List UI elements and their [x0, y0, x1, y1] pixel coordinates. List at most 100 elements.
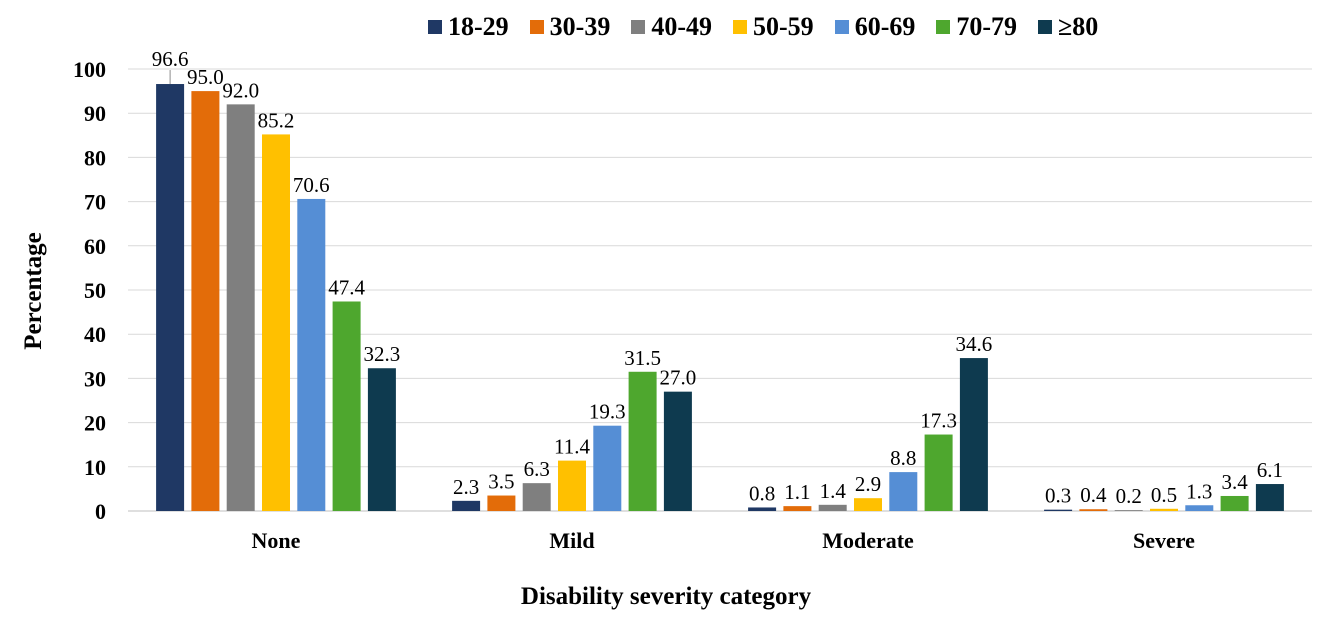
legend-swatch [834, 20, 849, 34]
data-label: 6.3 [524, 457, 550, 481]
data-label: 96.6 [152, 47, 189, 71]
bar-70-79-Mild [628, 371, 657, 511]
bar-40-49-None [226, 104, 255, 512]
data-label: 47.4 [328, 275, 365, 299]
y-tick-label: 80 [84, 145, 106, 170]
y-tick-label: 10 [84, 455, 106, 480]
y-tick-label: 20 [84, 411, 106, 436]
x-tick-label: Moderate [822, 528, 914, 553]
bar-50-59-Severe [1150, 508, 1178, 511]
bar-60-69-Moderate [889, 472, 918, 511]
data-label: 95.0 [187, 65, 224, 89]
legend-item: 40-49 [631, 12, 712, 42]
data-label: 2.9 [855, 472, 881, 496]
bar-40-49-Moderate [818, 504, 847, 511]
legend-label: 60-69 [854, 12, 916, 41]
y-tick-label: 0 [95, 499, 106, 524]
legend-item: 50-59 [733, 12, 814, 42]
bar-70-79-None [332, 301, 361, 511]
data-label: 1.4 [820, 479, 847, 503]
data-label: 0.3 [1045, 484, 1071, 508]
x-tick-label: Mild [549, 528, 594, 553]
y-tick-label: 30 [84, 366, 106, 391]
legend-item: 70-79 [936, 12, 1017, 42]
bar-18-29-Moderate [748, 507, 777, 511]
bar-60-69-None [297, 198, 326, 511]
data-label: 85.2 [258, 108, 295, 132]
data-label: 3.5 [488, 470, 514, 494]
y-tick-label: 90 [84, 101, 106, 126]
bar-60-69-Mild [593, 425, 622, 511]
y-axis-title: Percentage [20, 232, 47, 350]
legend-swatch [529, 20, 544, 34]
data-label: 1.1 [784, 480, 810, 504]
chart-legend: 18-29 30-39 40-49 50-59 60-69 70-79 ≥80 [428, 12, 1119, 42]
legend-swatch [733, 20, 748, 34]
bar-≥80-Moderate [959, 358, 988, 511]
data-label: 1.3 [1186, 479, 1212, 503]
data-labels: 96.695.092.0 85.2 70.6 47.4 32.3 2.3 3.5 6.311.… [152, 47, 1283, 508]
bar-≥80-Severe [1255, 484, 1284, 511]
data-label: 27.0 [660, 366, 697, 390]
data-label: 8.8 [890, 446, 916, 470]
y-tick-label: 50 [84, 278, 106, 303]
bar-40-49-Severe [1114, 510, 1143, 511]
data-label: 0.5 [1151, 483, 1177, 507]
x-axis-title: Disability severity category [520, 583, 812, 610]
legend-label: 40-49 [651, 12, 713, 41]
legend-label: ≥80 [1058, 12, 1099, 41]
legend-item: 30-39 [529, 12, 611, 42]
data-label: 70.6 [293, 173, 330, 197]
legend-label: 50-59 [753, 12, 814, 41]
bar-18-29-None [156, 84, 185, 511]
legend-swatch [631, 20, 646, 34]
x-axis-ticks: None Mild Moderate Severe [252, 528, 1196, 553]
data-label: 3.4 [1221, 470, 1248, 494]
data-label: 0.8 [749, 481, 775, 505]
bar-30-39-Moderate [783, 506, 812, 511]
x-tick-label: Severe [1133, 528, 1195, 553]
data-label: 31.5 [624, 346, 661, 370]
bar-30-39-Mild [487, 495, 516, 511]
legend-swatch [1038, 20, 1053, 34]
legend-swatch [936, 20, 951, 34]
bar-50-59-Moderate [854, 498, 882, 511]
bar-40-49-Mild [522, 483, 551, 511]
y-tick-label: 70 [84, 190, 106, 215]
legend-item: ≥80 [1038, 12, 1098, 42]
y-tick-label: 100 [73, 57, 106, 82]
bar-≥80-Mild [663, 391, 692, 511]
legend-label: 70-79 [956, 12, 1018, 41]
legend-label: 30-39 [549, 12, 611, 41]
data-label: 92.0 [222, 78, 259, 102]
gridlines [128, 68, 1312, 512]
data-label: 0.2 [1116, 484, 1142, 508]
data-label: 2.3 [453, 475, 479, 499]
y-axis-ticks: 0 10 20 30 40 50 60 70 80 90 100 [73, 57, 106, 524]
data-label: 0.4 [1080, 483, 1107, 507]
bar-50-59-Mild [558, 460, 586, 511]
bar-≥80-None [367, 368, 396, 511]
bar-30-39-Severe [1079, 509, 1108, 511]
y-tick-label: 60 [84, 234, 106, 259]
bar-70-79-Severe [1220, 495, 1249, 511]
legend-item: 60-69 [834, 12, 916, 42]
bar-50-59-None [262, 134, 290, 511]
bar-60-69-Severe [1185, 505, 1214, 511]
data-label: 34.6 [956, 332, 993, 356]
bar-70-79-Moderate [924, 434, 953, 511]
bar-18-29-Mild [452, 500, 481, 511]
data-label: 19.3 [589, 400, 626, 424]
bar-18-29-Severe [1044, 509, 1073, 511]
legend-item: 18-29 [428, 12, 509, 42]
data-label: 17.3 [920, 409, 957, 433]
data-label: 11.4 [554, 435, 590, 459]
data-label: 6.1 [1257, 458, 1283, 482]
data-label: 32.3 [364, 342, 401, 366]
x-tick-label: None [252, 528, 301, 553]
legend-label: 18-29 [448, 12, 509, 41]
bar-30-39-None [191, 91, 220, 511]
legend-swatch [428, 20, 442, 34]
y-tick-label: 40 [84, 322, 106, 347]
